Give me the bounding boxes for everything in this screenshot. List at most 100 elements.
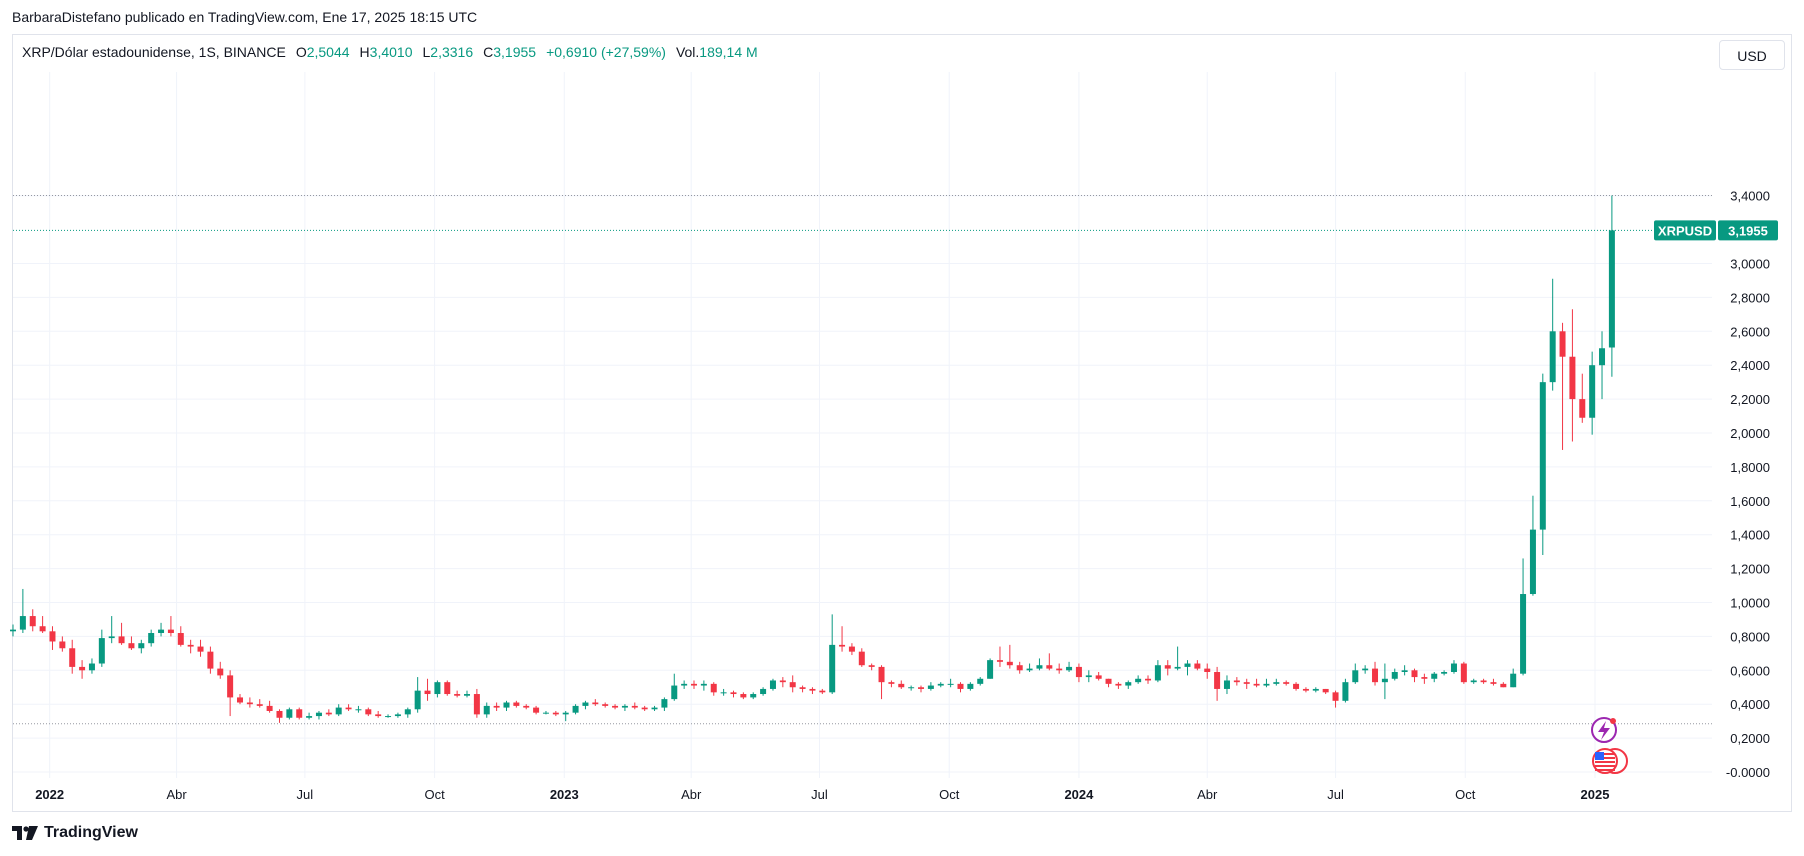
- candle-body: [108, 636, 115, 639]
- candle-body: [1105, 678, 1112, 684]
- candle: [1411, 668, 1418, 683]
- candle-body: [385, 716, 392, 718]
- candle-body: [908, 687, 915, 689]
- candle: [49, 626, 56, 650]
- candle: [1184, 660, 1191, 676]
- candle-body: [1293, 683, 1300, 689]
- price-tick-label: -0.0000: [1726, 765, 1770, 780]
- candle-body: [769, 680, 776, 689]
- candle-body: [1302, 688, 1309, 691]
- legend-change: +0,6910 (+27,59%): [546, 44, 666, 60]
- tradingview-logo-icon: [12, 826, 38, 840]
- candle-body: [1204, 668, 1211, 672]
- candle-body: [148, 633, 155, 644]
- candle: [404, 707, 411, 718]
- candle-body: [1549, 331, 1556, 383]
- candle-body: [207, 651, 214, 669]
- candle-body: [1490, 682, 1497, 684]
- candle: [266, 700, 273, 713]
- candle: [602, 702, 609, 708]
- candle: [187, 639, 194, 654]
- candle: [681, 680, 688, 689]
- candle: [740, 692, 747, 700]
- candle-body: [1273, 682, 1280, 684]
- candle: [908, 685, 915, 691]
- candle: [720, 688, 727, 696]
- candle: [1362, 665, 1369, 674]
- candle: [651, 705, 658, 711]
- price-tick-label: 0,8000: [1730, 629, 1770, 644]
- candle: [217, 661, 224, 679]
- candle: [10, 624, 16, 637]
- candle-body: [335, 707, 342, 715]
- currency-button[interactable]: USD: [1719, 40, 1785, 70]
- candle: [1105, 678, 1112, 688]
- candle: [79, 660, 86, 679]
- candle-body: [1125, 682, 1132, 686]
- candle: [128, 636, 135, 650]
- candle-body: [1579, 399, 1586, 418]
- candle-body: [740, 694, 747, 698]
- candle: [355, 705, 362, 713]
- candle-body: [799, 687, 806, 689]
- candle: [1381, 663, 1388, 700]
- candle: [730, 690, 737, 698]
- candle-body: [1529, 529, 1536, 595]
- candle-body: [1352, 670, 1359, 683]
- candle-body: [789, 682, 796, 688]
- candle-body: [631, 705, 638, 708]
- candle: [98, 629, 105, 667]
- candle: [59, 636, 66, 652]
- candle: [1500, 682, 1507, 688]
- flag-stripe: [1595, 761, 1615, 763]
- candle-body: [513, 702, 520, 706]
- candle: [542, 710, 549, 715]
- candle-body: [839, 644, 846, 647]
- candle-body: [671, 685, 678, 700]
- candle-body: [355, 709, 362, 711]
- candle: [464, 690, 471, 698]
- tradingview-logo[interactable]: TradingView: [12, 824, 138, 842]
- candle-body: [542, 712, 549, 714]
- candle: [177, 626, 184, 647]
- candle: [276, 709, 283, 723]
- candle: [1431, 671, 1438, 683]
- candle-body: [1500, 683, 1507, 688]
- us-flag-icon: [1592, 748, 1628, 774]
- candle: [227, 670, 234, 717]
- candle: [750, 692, 757, 700]
- candle: [1056, 663, 1063, 674]
- candle: [1263, 678, 1270, 688]
- candle-body: [306, 716, 313, 718]
- time-tick-label: Abr: [681, 787, 702, 802]
- candle: [671, 673, 678, 701]
- candle-body: [296, 709, 303, 718]
- candle-body: [858, 651, 865, 666]
- time-tick-label: 2025: [1581, 787, 1610, 802]
- candle-body: [266, 705, 273, 711]
- candle: [1293, 682, 1300, 691]
- symbol-legend: XRP/Dólar estadounidense, 1S, BINANCE O2,…: [22, 44, 758, 60]
- legend-low-value: 2,3316: [430, 44, 474, 60]
- candle: [1174, 646, 1181, 671]
- candle-body: [572, 705, 579, 713]
- candle-body: [493, 705, 500, 708]
- flash-icon-bolt: [1598, 721, 1610, 740]
- candle: [1302, 687, 1309, 693]
- candle: [592, 699, 599, 706]
- candle-body: [325, 712, 332, 715]
- candle-body: [1520, 594, 1527, 674]
- candle: [1006, 644, 1013, 669]
- event-markers: [1591, 717, 1628, 774]
- candle: [108, 616, 115, 644]
- candle: [779, 677, 786, 688]
- time-tick-label: Abr: [166, 787, 187, 802]
- candle-body: [10, 629, 16, 632]
- legend-high-label: H: [359, 44, 370, 60]
- legend-open-value: 2,5044: [306, 44, 350, 60]
- price-tick-label: 1,8000: [1730, 460, 1770, 475]
- candle: [158, 622, 165, 637]
- candle: [1322, 688, 1329, 695]
- candle-body: [434, 682, 441, 695]
